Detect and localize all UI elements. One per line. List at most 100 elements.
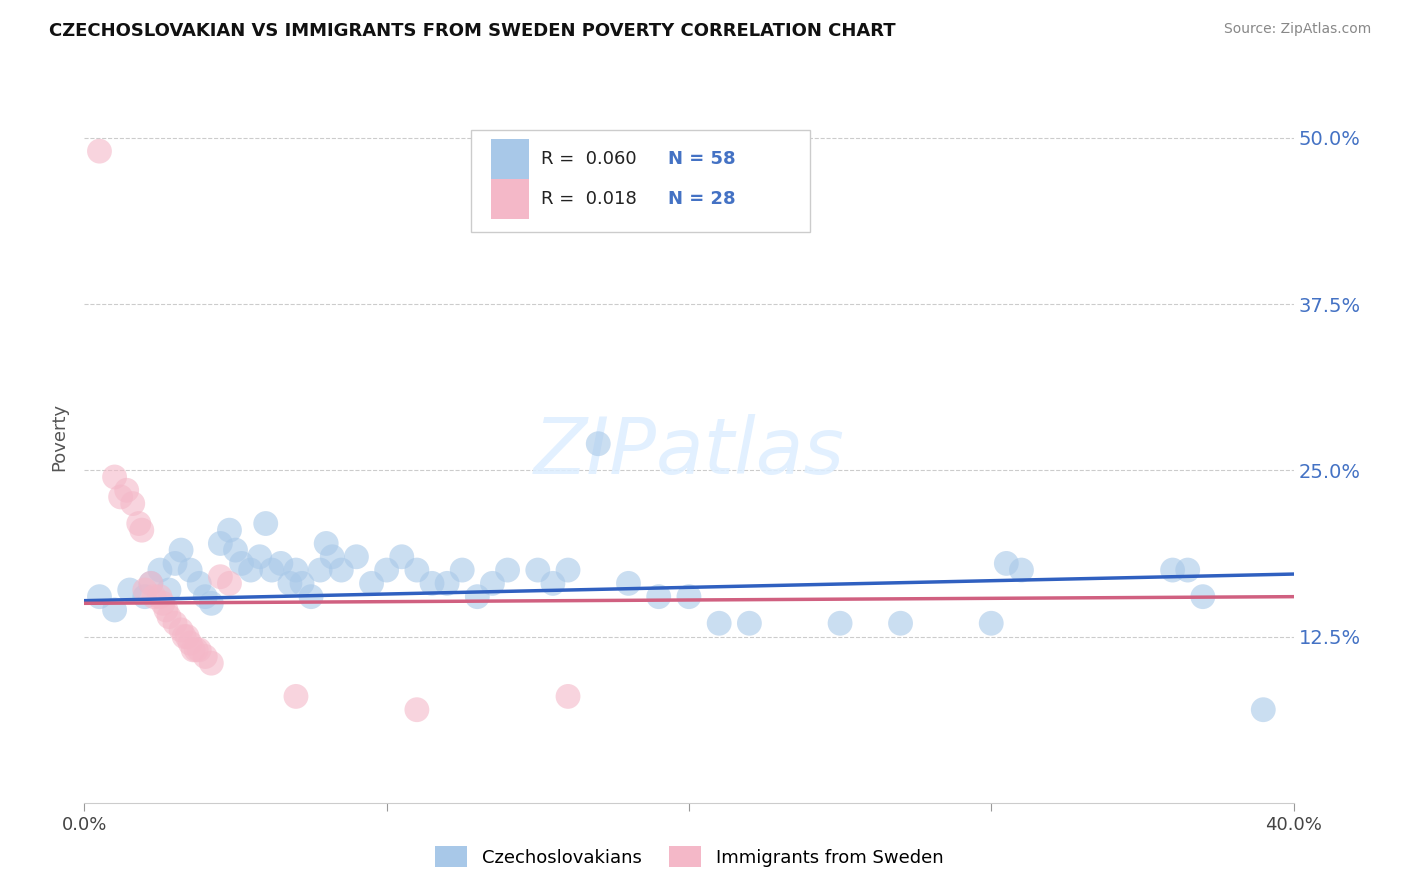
Point	[557, 563, 579, 577]
Point	[1011, 563, 1033, 577]
Point	[254, 516, 277, 531]
Point	[131, 523, 153, 537]
Point	[436, 576, 458, 591]
Point	[527, 563, 550, 577]
Point	[170, 543, 193, 558]
Point	[406, 703, 429, 717]
Point	[278, 576, 301, 591]
Point	[139, 576, 162, 591]
Point	[118, 582, 141, 597]
Point	[375, 563, 398, 577]
Point	[346, 549, 368, 564]
Text: CZECHOSLOVAKIAN VS IMMIGRANTS FROM SWEDEN POVERTY CORRELATION CHART: CZECHOSLOVAKIAN VS IMMIGRANTS FROM SWEDE…	[49, 22, 896, 40]
Point	[830, 616, 852, 631]
Point	[149, 563, 172, 577]
Point	[239, 563, 262, 577]
Point	[225, 543, 247, 558]
Point	[121, 497, 143, 511]
Point	[1177, 563, 1199, 577]
Point	[391, 549, 413, 564]
Point	[165, 557, 187, 571]
Point	[110, 490, 132, 504]
Point	[980, 616, 1002, 631]
Point	[360, 576, 382, 591]
Point	[249, 549, 271, 564]
Point	[179, 636, 201, 650]
Point	[173, 630, 195, 644]
Point	[299, 590, 322, 604]
Point	[134, 582, 156, 597]
Text: Source: ZipAtlas.com: Source: ZipAtlas.com	[1223, 22, 1371, 37]
Point	[128, 516, 150, 531]
Point	[165, 616, 187, 631]
Point	[181, 643, 204, 657]
Point	[157, 582, 180, 597]
Point	[186, 643, 208, 657]
Point	[194, 649, 217, 664]
Point	[890, 616, 912, 631]
Point	[104, 470, 127, 484]
Point	[209, 536, 232, 550]
Point	[467, 590, 489, 604]
FancyBboxPatch shape	[471, 130, 810, 232]
Point	[231, 557, 253, 571]
Point	[260, 563, 283, 577]
Point	[176, 630, 198, 644]
Point	[104, 603, 127, 617]
Point	[134, 590, 156, 604]
Y-axis label: Poverty: Poverty	[51, 403, 69, 471]
Point	[89, 144, 111, 158]
Point	[541, 576, 564, 591]
Point	[321, 549, 343, 564]
Point	[1253, 703, 1275, 717]
Point	[617, 576, 640, 591]
Point	[330, 563, 353, 577]
Point	[496, 563, 519, 577]
Point	[218, 523, 240, 537]
Point	[285, 563, 308, 577]
Point	[152, 596, 174, 610]
Text: N = 58: N = 58	[668, 151, 735, 169]
Point	[481, 576, 503, 591]
Point	[557, 690, 579, 704]
Legend: Czechoslovakians, Immigrants from Sweden: Czechoslovakians, Immigrants from Sweden	[427, 839, 950, 874]
Point	[188, 576, 211, 591]
Point	[157, 609, 180, 624]
Point	[309, 563, 332, 577]
Point	[149, 590, 172, 604]
Point	[270, 557, 292, 571]
Point	[291, 576, 314, 591]
Bar	[491, 179, 529, 219]
Point	[588, 436, 610, 450]
Point	[406, 563, 429, 577]
Point	[1192, 590, 1215, 604]
Point	[709, 616, 731, 631]
Point	[200, 656, 222, 670]
Point	[188, 643, 211, 657]
Point	[678, 590, 700, 604]
Point	[995, 557, 1018, 571]
Point	[420, 576, 443, 591]
Point	[200, 596, 222, 610]
Point	[209, 570, 232, 584]
Point	[155, 603, 177, 617]
Point	[451, 563, 474, 577]
Text: R =  0.060: R = 0.060	[541, 151, 637, 169]
Text: R =  0.018: R = 0.018	[541, 190, 637, 208]
Point	[218, 576, 240, 591]
Point	[315, 536, 337, 550]
Point	[285, 690, 308, 704]
Point	[142, 590, 165, 604]
Point	[179, 563, 201, 577]
Text: N = 28: N = 28	[668, 190, 735, 208]
Point	[738, 616, 761, 631]
Point	[115, 483, 138, 498]
Text: ZIPatlas: ZIPatlas	[533, 414, 845, 490]
Point	[170, 623, 193, 637]
Point	[139, 576, 162, 591]
Point	[194, 590, 217, 604]
Point	[1161, 563, 1184, 577]
Bar	[491, 139, 529, 179]
Point	[89, 590, 111, 604]
Point	[648, 590, 671, 604]
